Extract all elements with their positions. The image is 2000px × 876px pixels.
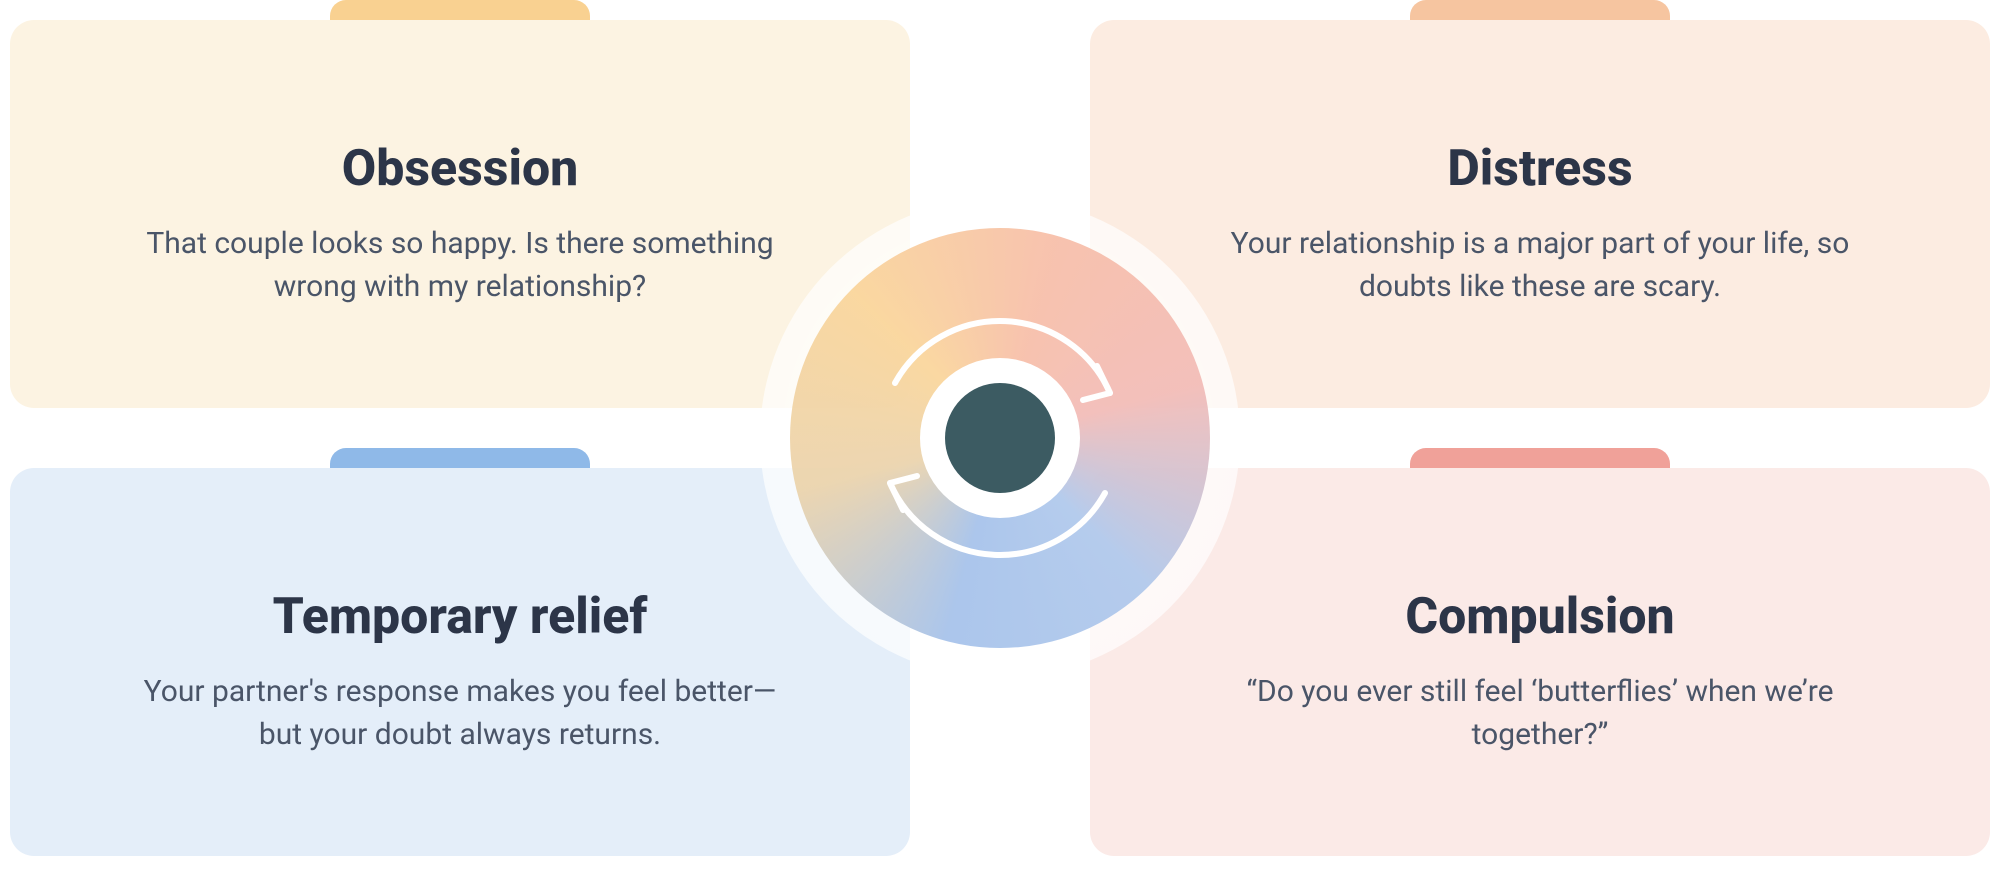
card-obsession: Obsession That couple looks so happy. Is… (10, 20, 910, 408)
inner-white-ring (920, 358, 1080, 518)
card-temporary-relief: Temporary relief Your partner's response… (10, 468, 910, 856)
card-title-obsession: Obsession (342, 140, 579, 198)
card-tab-obsession (330, 0, 590, 50)
card-tab-distress (1410, 0, 1670, 50)
card-tab-temporary-relief (330, 448, 590, 498)
card-title-compulsion: Compulsion (1405, 588, 1674, 646)
card-distress: Distress Your relationship is a major pa… (1090, 20, 1990, 408)
card-tab-compulsion (1410, 448, 1670, 498)
card-body-temporary-relief: Your partner's response makes you feel b… (140, 670, 780, 757)
card-title-distress: Distress (1447, 140, 1632, 198)
card-body-compulsion: “Do you ever still feel ‘butterflies’ wh… (1220, 670, 1860, 757)
inner-hole (945, 383, 1055, 493)
card-body-distress: Your relationship is a major part of you… (1220, 222, 1860, 309)
card-body-obsession: That couple looks so happy. Is there som… (140, 222, 780, 309)
card-title-temporary-relief: Temporary relief (273, 588, 648, 646)
card-compulsion: Compulsion “Do you ever still feel ‘butt… (1090, 468, 1990, 856)
cycle-infographic: Obsession That couple looks so happy. Is… (0, 0, 2000, 876)
